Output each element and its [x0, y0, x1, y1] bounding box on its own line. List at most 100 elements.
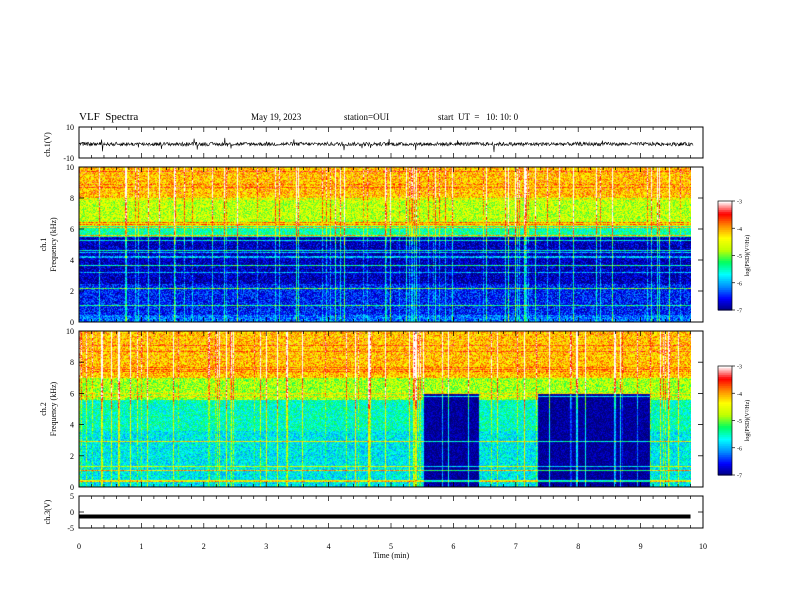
x-tick-label: 6	[451, 542, 455, 551]
colorbar-segment	[718, 273, 732, 277]
colorbar-segment	[718, 415, 732, 418]
ch2-spectrogram-y-tick-label: 2	[70, 452, 74, 461]
colorbar-segment	[718, 456, 732, 460]
colorbar-segment	[718, 402, 732, 405]
colorbar-segment	[718, 460, 732, 463]
colorbar-segment	[718, 473, 732, 476]
colorbar-segment	[718, 373, 732, 376]
colorbar-segment	[718, 230, 732, 233]
colorbar-segment	[718, 248, 732, 251]
ch2-spectrogram-image	[79, 331, 691, 487]
colorbar-segment	[718, 469, 732, 472]
ch1-spectrogram-ylabel: Frequency (kHz)	[49, 217, 58, 272]
ch1-spectrogram-image	[79, 167, 691, 322]
colorbar-segment	[718, 429, 732, 432]
chart-title: VLF Spectra	[79, 111, 139, 123]
colorbar-segment	[718, 427, 732, 431]
x-tick-label: 4	[327, 542, 331, 551]
x-tick-label: 7	[514, 542, 518, 551]
colorbar-segment	[718, 398, 732, 402]
colorbar-segment	[718, 376, 732, 380]
colorbar-segment	[718, 375, 732, 378]
colorbar-segment	[718, 264, 732, 267]
colorbar-segment	[718, 208, 732, 211]
colorbar-segment	[718, 405, 732, 409]
colorbar-segment	[718, 282, 732, 286]
colorbar-segment	[718, 206, 732, 209]
colorbar-segment	[718, 380, 732, 383]
colorbar-segment	[718, 239, 732, 242]
colorbar-segment	[718, 224, 732, 228]
colorbar-segment	[718, 210, 732, 213]
colorbar-segment	[718, 204, 732, 208]
colorbar-segment	[718, 371, 732, 374]
colorbar-segment	[718, 253, 732, 257]
ch1-spectrogram-y-tick-label: 4	[70, 256, 74, 265]
colorbar-tick-label: -4	[737, 227, 742, 233]
colorbar-segment	[718, 244, 732, 248]
colorbar-segment	[718, 455, 732, 458]
colorbar-segment	[718, 284, 732, 287]
date-label: May 19, 2023	[251, 112, 302, 122]
colorbar-segment	[718, 275, 732, 278]
colorbar-segment	[718, 242, 732, 246]
ch2-spectrogram-y-tick-label: 0	[70, 483, 74, 492]
colorbar-segment	[718, 385, 732, 389]
ch1-spectrogram-y-tick-label: 0	[70, 318, 74, 327]
colorbar-segment	[718, 271, 732, 275]
colorbar-segment	[718, 382, 732, 385]
colorbar-segment	[718, 246, 732, 249]
colorbar-segment	[718, 420, 732, 423]
colorbar-segment	[718, 387, 732, 391]
ch2-spectrogram-y-tick-label: 10	[66, 327, 74, 336]
colorbar-segment	[718, 418, 732, 422]
colorbar-segment	[718, 471, 732, 474]
colorbar-segment	[718, 215, 732, 218]
colorbar-segment	[718, 266, 732, 269]
colorbar-segment	[718, 404, 732, 407]
ch1-spectrogram-y-tick-label: 6	[70, 225, 74, 234]
colorbar-segment	[718, 445, 732, 449]
colorbar-segment	[718, 396, 732, 400]
colorbar-segment	[718, 366, 732, 369]
x-tick-label: 10	[699, 542, 707, 551]
start-time-label: start UT = 10: 10: 0	[438, 112, 519, 122]
ch1-spectrogram-y-tick-label: 10	[66, 163, 74, 172]
colorbar-segment	[718, 201, 732, 204]
colorbar-segment	[718, 300, 732, 304]
colorbar-segment	[718, 277, 732, 280]
x-tick-label: 2	[202, 542, 206, 551]
colorbar-segment	[718, 293, 732, 297]
colorbar-segment	[718, 257, 732, 260]
colorbar-tick-label: -3	[737, 365, 742, 371]
colorbar-tick-label: -6	[737, 446, 742, 452]
colorbar-segment	[718, 389, 732, 393]
colorbar-segment	[718, 255, 732, 258]
colorbar-segment	[718, 268, 732, 271]
colorbar-tick-label: -5	[737, 419, 742, 425]
colorbar-segment	[718, 306, 732, 309]
colorbar-segment	[718, 424, 732, 427]
colorbar-segment	[718, 220, 732, 224]
colorbar-segment	[718, 411, 732, 414]
colorbar-segment	[718, 291, 732, 295]
ch2-spectrogram-ylabel: Frequency (kHz)	[49, 381, 58, 436]
station-label: station=OUI	[344, 112, 390, 122]
ch1-spectrogram-y-tick-label: 2	[70, 287, 74, 296]
colorbar-segment	[718, 413, 732, 416]
colorbar-segment	[718, 467, 732, 471]
x-tick-label: 0	[77, 542, 81, 551]
colorbar-segment	[718, 465, 732, 469]
colorbar-segment	[718, 228, 732, 231]
colorbar-segment	[718, 288, 732, 291]
colorbar-segment	[718, 260, 732, 264]
colorbar-tick-label: -5	[737, 254, 742, 260]
colorbar-segment	[718, 304, 732, 307]
ch3-waveform-y-tick-label: -5	[67, 524, 74, 533]
ch1-waveform-y-tick-label: -10	[63, 154, 74, 163]
colorbar-segment	[718, 409, 732, 413]
colorbar-segment	[718, 231, 732, 235]
colorbar-segment	[718, 462, 732, 465]
colorbar-segment	[718, 297, 732, 300]
colorbar-segment	[718, 393, 732, 396]
